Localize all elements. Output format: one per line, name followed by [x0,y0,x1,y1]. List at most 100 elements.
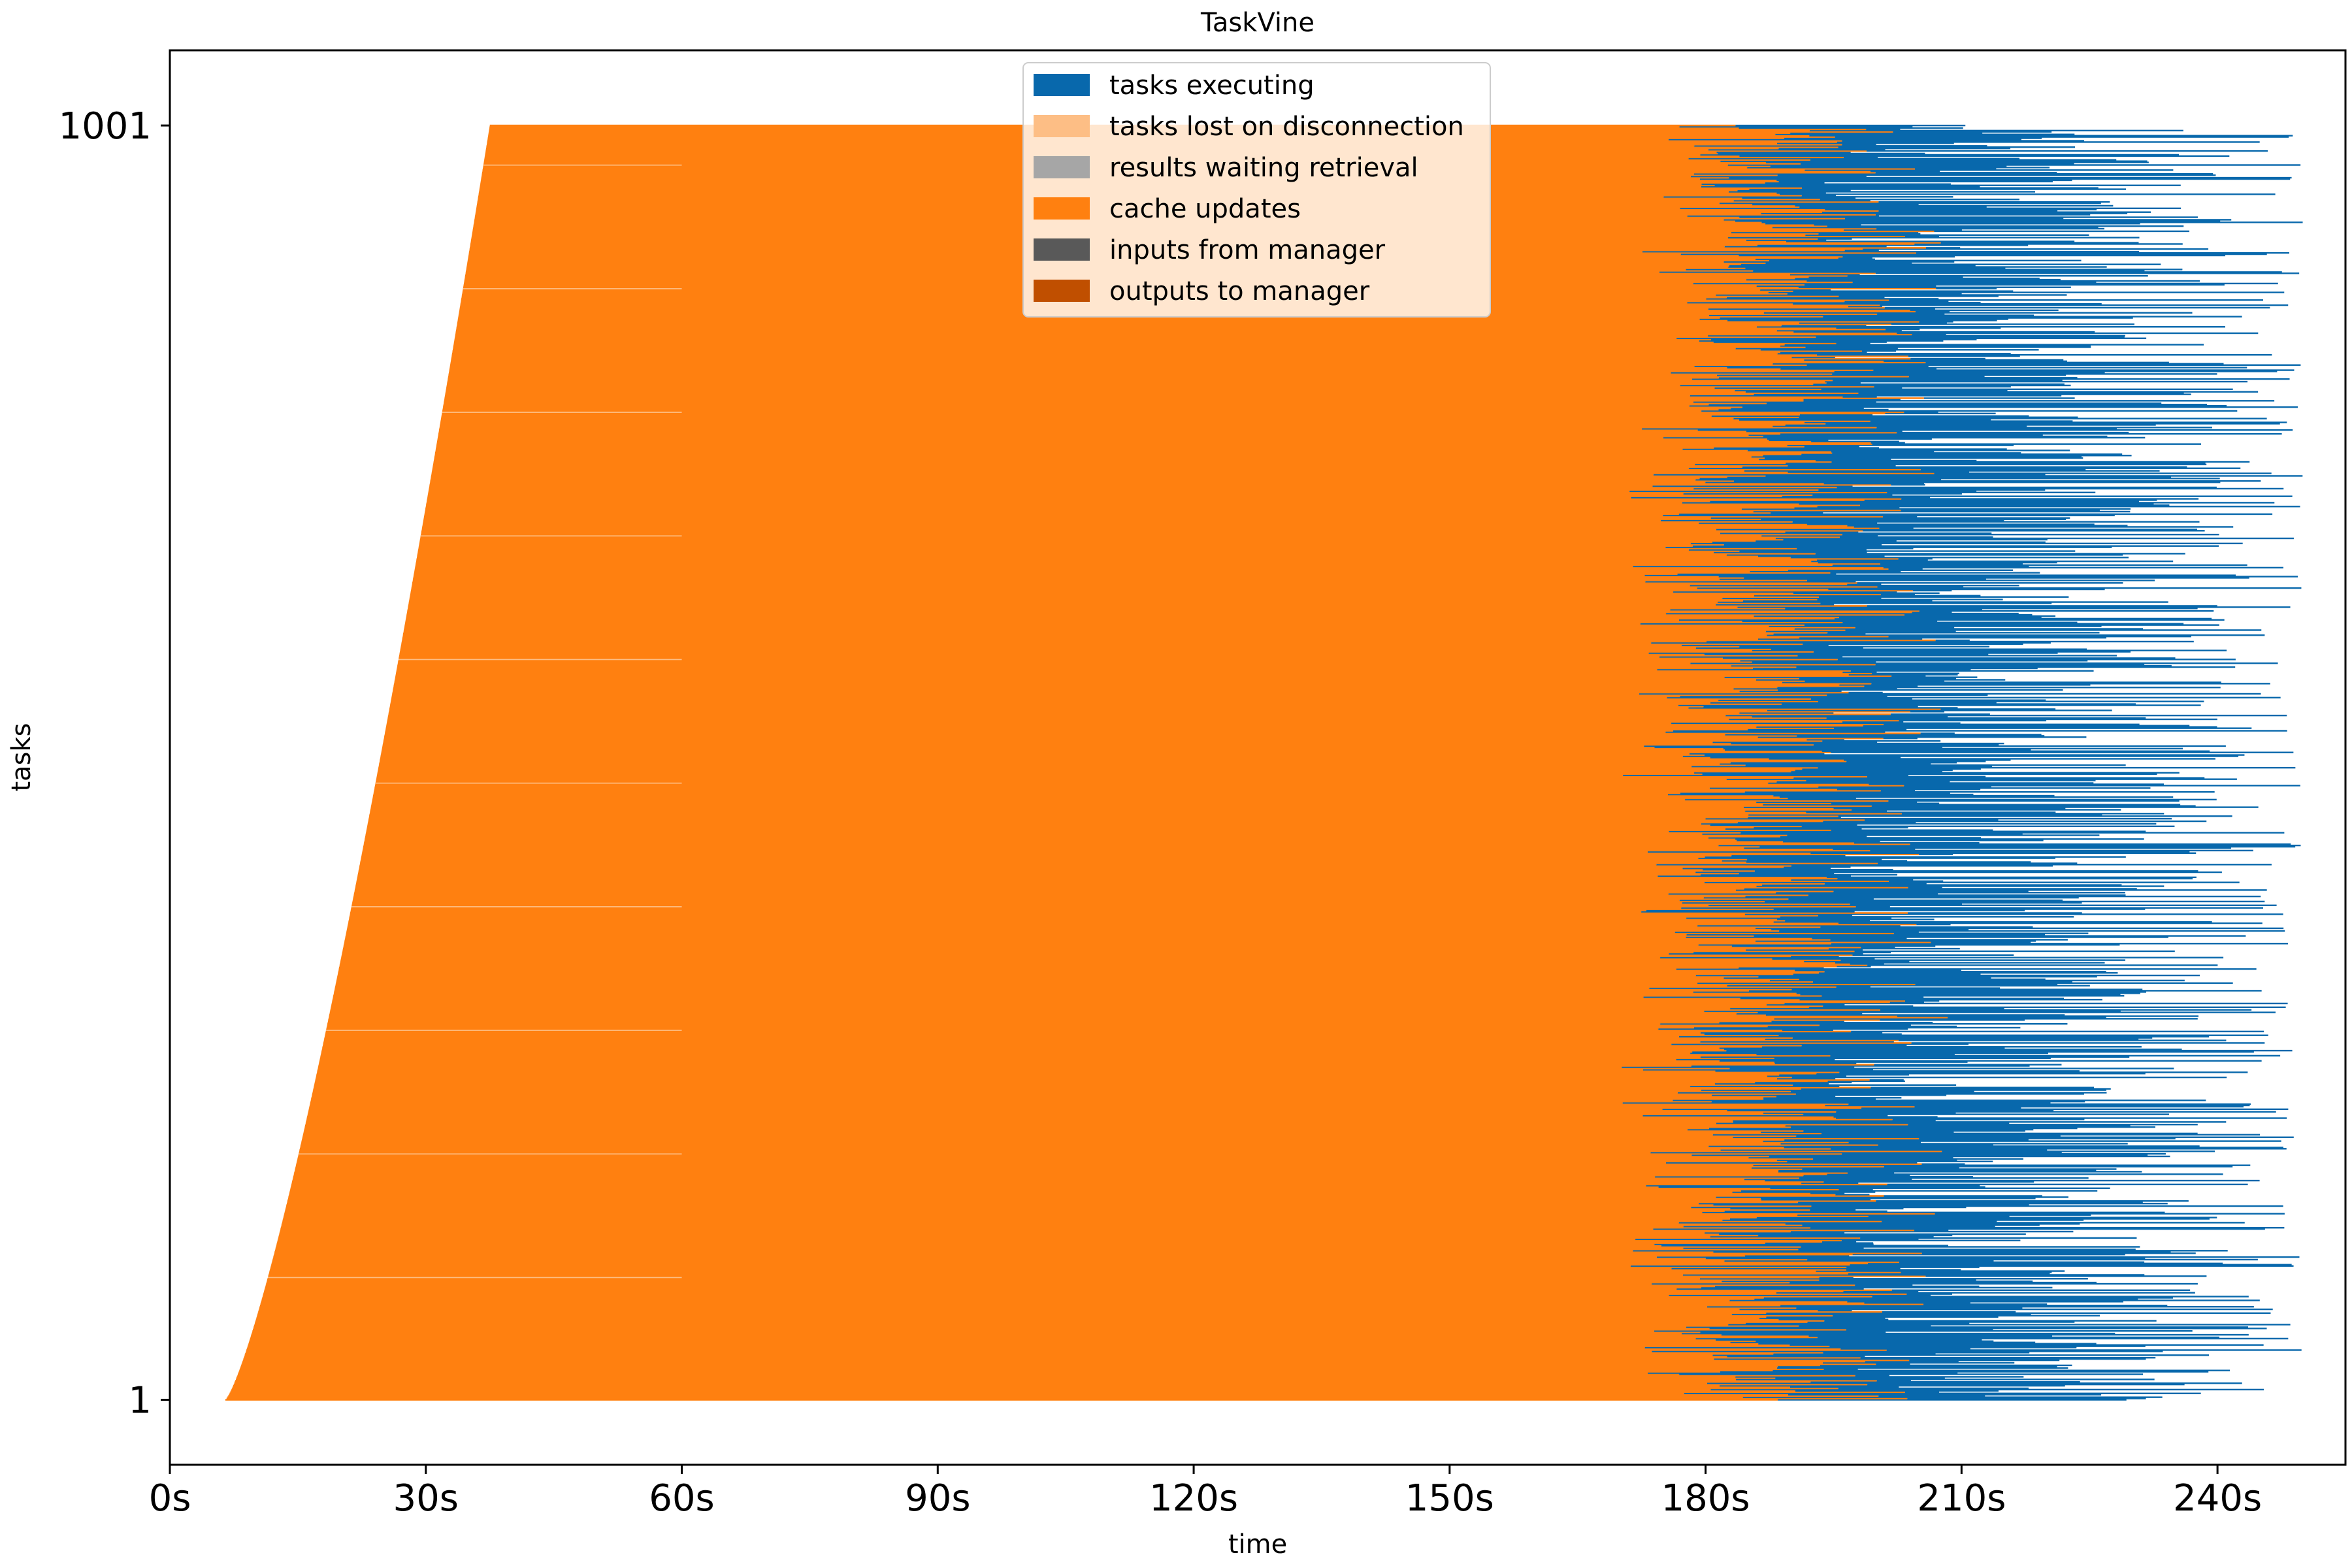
cache-updates-bar [301,1144,1878,1146]
tasks-executing-bar [1648,652,2058,654]
tasks-executing-bar [1870,442,1905,444]
task-row [429,487,2284,490]
task-row [332,1001,1924,1004]
tasks-executing-bar [1776,781,1950,783]
task-row [448,373,2217,375]
cache-updates-bar [457,321,1919,323]
tasks-executing-bar [1825,208,2097,211]
tasks-executing-bar [1810,852,2197,854]
task-row [425,508,2131,510]
task-row [422,526,2234,528]
tasks-executing-bar [1916,923,1951,926]
cache-updates-bar [397,667,1753,670]
task-row [446,385,2011,388]
task-row [450,361,2169,364]
cache-updates-bar [412,581,1646,583]
tasks-executing-bar [1934,230,2190,233]
cache-updates-bar [387,718,1729,721]
cache-updates-bar [433,465,1788,467]
tasks-executing-bar [1878,201,2110,203]
cache-updates-bar [388,713,1891,715]
task-row [238,1372,1958,1374]
cache-updates-bar [410,589,1913,592]
cache-updates-bar [410,596,1820,598]
task-row [449,369,2295,371]
cache-updates-bar [274,1253,1853,1256]
tasks-executing-bar [1712,1354,2209,1356]
cache-updates-bar [435,451,1831,453]
tasks-executing-bar [1838,922,2262,924]
tasks-executing-bar [1708,148,1886,151]
tasks-executing-bar [1745,391,2259,393]
tasks-executing-bar [1724,246,1887,248]
tasks-executing-bar [1646,1184,1980,1187]
task-row [408,606,2291,608]
tasks-executing-bar [1836,1111,2276,1113]
tasks-executing-bar [1911,1042,2265,1044]
tasks-executing-bar [1818,972,2118,974]
cache-updates-bar [319,1060,1720,1062]
cache-updates-bar [300,1145,1709,1147]
cache-updates-bar [376,778,1727,780]
cache-updates-bar [355,884,1762,886]
tasks-executing-bar [1919,1137,2176,1139]
task-row [272,1261,2145,1264]
tasks-executing-bar [1888,568,1923,570]
cache-updates-bar [361,855,1732,857]
cache-updates-bar [384,736,1758,738]
tasks-executing-bar [1778,1399,2127,1401]
tasks-executing-bar [1772,1369,2230,1371]
cache-updates-bar [410,592,1793,595]
tasks-executing-bar [1846,1266,1980,1268]
tasks-executing-bar [1802,1224,2040,1226]
tasks-executing-bar [1823,820,2207,823]
task-row [316,1072,2146,1075]
tasks-executing-bar [1840,1348,1970,1350]
tasks-executing-bar [1769,979,2185,982]
cache-updates-bar [386,725,1863,727]
tasks-executing-bar [1700,1056,2130,1058]
cache-updates-bar [452,349,1761,351]
cache-updates-bar [344,943,1699,946]
tasks-executing-bar [1912,589,1952,592]
task-row [310,1100,2085,1103]
tasks-executing-bar [1697,429,2293,431]
task-row [395,679,2006,681]
cache-updates-bar [306,1117,1836,1119]
tasks-executing-bar [1827,1173,2223,1175]
task-row [295,1167,1959,1169]
task-row [374,789,1916,792]
cache-updates-bar [408,605,1867,607]
cache-updates-bar [364,841,1854,844]
tasks-executing-bar [1698,944,2120,946]
tasks-executing-bar [1891,323,2134,325]
task-row [334,990,2262,992]
task-row [401,642,2051,644]
cache-updates-bar [438,430,1746,433]
task-row [414,572,2040,574]
task-row [279,1232,1845,1234]
cache-updates-bar [247,1347,1645,1348]
cache-updates-bar [375,783,1869,785]
tasks-executing-bar [1725,749,2031,751]
tasks-executing-bar [1878,862,2078,864]
cache-updates-bar [302,1139,1785,1141]
task-row [342,950,2175,953]
tasks-executing-bar [1820,602,2052,604]
tasks-executing-bar [1790,557,2129,559]
tasks-executing-bar [1683,493,1962,495]
tasks-executing-bar [1660,1022,2068,1025]
tasks-executing-bar [1685,798,2217,801]
tasks-executing-bar [1702,833,2023,835]
task-row [394,683,2270,685]
task-row [368,817,2172,820]
tasks-executing-bar [1733,199,1870,202]
cache-updates-bar [361,857,1699,859]
tasks-executing-bar [1740,263,2161,265]
task-row [269,1271,2052,1273]
cache-updates-bar [436,443,1872,445]
task-row [337,975,2097,978]
cache-updates-bar [385,731,1666,733]
cache-updates-bar [227,1396,1743,1398]
tasks-executing-bar [1818,489,2046,491]
